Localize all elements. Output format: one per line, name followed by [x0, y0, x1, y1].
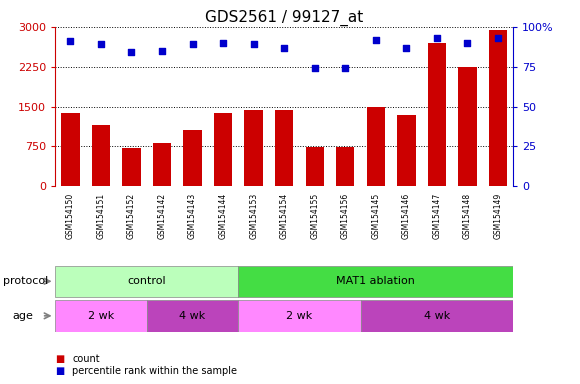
Text: control: control: [128, 276, 166, 286]
Bar: [183, 131, 202, 186]
Bar: [458, 67, 477, 186]
Title: GDS2561 / 99127_at: GDS2561 / 99127_at: [205, 9, 363, 25]
Text: GSM154149: GSM154149: [494, 192, 502, 238]
Text: GSM154146: GSM154146: [402, 192, 411, 238]
Text: GSM154150: GSM154150: [66, 192, 75, 238]
Point: [280, 45, 289, 51]
Bar: [428, 43, 446, 186]
Bar: [238, 266, 513, 297]
Bar: [489, 30, 507, 186]
Text: count: count: [72, 354, 100, 364]
Point: [96, 41, 106, 48]
Text: GSM154147: GSM154147: [433, 192, 441, 238]
Point: [188, 41, 197, 48]
Text: GSM154142: GSM154142: [158, 192, 166, 238]
Text: age: age: [12, 311, 33, 321]
Point: [402, 45, 411, 51]
Text: GSM154151: GSM154151: [96, 192, 106, 238]
Text: GSM154153: GSM154153: [249, 192, 258, 238]
Bar: [336, 147, 354, 186]
Point: [219, 40, 228, 46]
Text: GSM154148: GSM154148: [463, 192, 472, 238]
Text: MAT1 ablation: MAT1 ablation: [336, 276, 415, 286]
Bar: [55, 266, 238, 297]
Point: [66, 38, 75, 44]
Text: GSM154155: GSM154155: [310, 192, 319, 238]
Bar: [61, 113, 79, 186]
Text: GSM154152: GSM154152: [127, 192, 136, 238]
Text: GSM154154: GSM154154: [280, 192, 289, 238]
Point: [310, 65, 320, 71]
Bar: [275, 110, 293, 186]
Point: [463, 40, 472, 46]
Bar: [397, 114, 415, 186]
Text: GSM154143: GSM154143: [188, 192, 197, 238]
Bar: [361, 300, 513, 331]
Bar: [238, 300, 361, 331]
Point: [494, 35, 503, 41]
Bar: [92, 125, 110, 186]
Point: [157, 48, 166, 54]
Point: [249, 41, 258, 48]
Text: ■: ■: [55, 366, 64, 376]
Text: 4 wk: 4 wk: [179, 311, 206, 321]
Bar: [367, 107, 385, 186]
Bar: [245, 110, 263, 186]
Text: 2 wk: 2 wk: [287, 311, 313, 321]
Text: GSM154145: GSM154145: [371, 192, 380, 238]
Bar: [214, 113, 232, 186]
Bar: [55, 300, 147, 331]
Text: protocol: protocol: [3, 276, 48, 286]
Bar: [153, 143, 171, 186]
Point: [340, 65, 350, 71]
Bar: [147, 300, 238, 331]
Text: 4 wk: 4 wk: [424, 311, 450, 321]
Text: GSM154144: GSM154144: [219, 192, 227, 238]
Text: 2 wk: 2 wk: [88, 311, 114, 321]
Text: GSM154156: GSM154156: [341, 192, 350, 238]
Point: [371, 36, 380, 43]
Point: [127, 49, 136, 55]
Bar: [122, 148, 140, 186]
Bar: [306, 147, 324, 186]
Point: [432, 35, 441, 41]
Text: ■: ■: [55, 354, 64, 364]
Text: percentile rank within the sample: percentile rank within the sample: [72, 366, 237, 376]
